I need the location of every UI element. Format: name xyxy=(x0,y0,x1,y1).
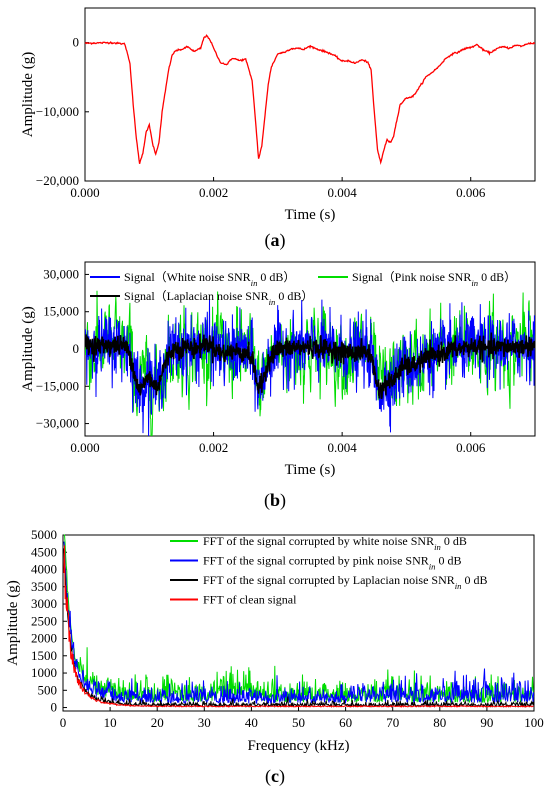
x-tick-label: 60 xyxy=(339,715,352,730)
legend-text-part: in xyxy=(434,542,441,552)
x-tick-label: 0.004 xyxy=(328,185,358,200)
y-tick-label: 500 xyxy=(38,682,58,697)
panel-label-b: (b) xyxy=(263,490,286,510)
y-tick-label: 4500 xyxy=(31,544,57,559)
x-tick-label: 0.000 xyxy=(70,440,99,455)
legend-text-part: in xyxy=(455,581,462,591)
y-axis-label-a: Amplitude (g) xyxy=(20,52,36,137)
x-tick-label: 0.002 xyxy=(199,440,228,455)
legend-entry-c: FFT of the signal corrupted by Laplacian… xyxy=(203,573,487,591)
y-tick-label: 2500 xyxy=(31,613,57,628)
y-tick-label: 0 xyxy=(73,341,80,356)
legend-text-part: FFT of clean signal xyxy=(203,593,297,607)
y-tick-label: 1000 xyxy=(31,665,57,680)
legend-text-part: 0 dB） xyxy=(257,270,295,284)
legend-text-part: 0 dB xyxy=(461,573,487,587)
legend-text-part: in xyxy=(429,562,436,572)
legend-text-part: 0 dB xyxy=(436,554,462,568)
panel-label-c: (c) xyxy=(265,766,285,786)
x-tick-label: 50 xyxy=(292,715,305,730)
legend-text-part: Signal（Laplacian noise SNR xyxy=(124,289,269,303)
legend-entry-c: FFT of the signal corrupted by white noi… xyxy=(203,534,467,552)
y-tick-label: 1500 xyxy=(31,648,57,663)
series-line-c-3 xyxy=(63,545,534,708)
x-axis-label-b: Time (s) xyxy=(285,462,336,478)
panel-label-a: (a) xyxy=(264,230,286,250)
legend-text-part: FFT of the signal corrupted by pink nois… xyxy=(203,554,429,568)
y-tick-label: 15,000 xyxy=(43,304,79,319)
y-tick-label: 2000 xyxy=(31,631,57,646)
x-tick-label: 30 xyxy=(198,715,211,730)
series-line-clean xyxy=(84,34,536,165)
legend-text-part: 0 dB） xyxy=(478,270,516,284)
series-line-b-2 xyxy=(85,332,535,400)
y-tick-label: 5000 xyxy=(31,527,57,542)
legend-entry-b: Signal（Pink noise SNRin 0 dB） xyxy=(352,270,516,288)
x-tick-label: 0.006 xyxy=(456,440,486,455)
x-tick-label: 40 xyxy=(245,715,258,730)
x-tick-label: 0 xyxy=(60,715,67,730)
y-axis-label-b: Amplitude (g) xyxy=(20,306,36,391)
x-axis-label-c: Frequency (kHz) xyxy=(247,738,349,754)
y-tick-label: −20,000 xyxy=(36,173,79,188)
legend-entry-c: FFT of clean signal xyxy=(203,593,297,607)
x-tick-label: 90 xyxy=(480,715,493,730)
y-tick-label: 3500 xyxy=(31,579,57,594)
x-tick-label: 70 xyxy=(386,715,399,730)
series-group-b xyxy=(85,290,535,436)
y-tick-label: 0 xyxy=(51,700,58,715)
legend-text-part: Signal（White noise SNR xyxy=(124,270,251,284)
legend-text-part: Signal（Pink noise SNR xyxy=(352,270,471,284)
y-tick-label: −10,000 xyxy=(36,104,79,119)
legend-text-part: in xyxy=(251,278,258,288)
series-line-c-1 xyxy=(63,541,535,706)
series-line-c-0 xyxy=(63,534,535,704)
x-tick-label: 0.000 xyxy=(70,185,99,200)
x-tick-label: 100 xyxy=(524,715,544,730)
y-tick-label: 4000 xyxy=(31,562,57,577)
legend-text-part: 0 dB xyxy=(441,534,467,548)
y-tick-label: 30,000 xyxy=(43,266,79,281)
x-tick-label: 0.002 xyxy=(199,185,228,200)
legend-entry-b: Signal（Laplacian noise SNRin 0 dB） xyxy=(124,289,313,307)
plot-frame-0 xyxy=(84,7,536,182)
legend-entry-b: Signal（White noise SNRin 0 dB） xyxy=(124,270,295,288)
y-axis-label-c: Amplitude (g) xyxy=(5,580,21,665)
legend-text-part: in xyxy=(269,297,276,307)
y-tick-label: 3000 xyxy=(31,596,57,611)
x-tick-label: 20 xyxy=(151,715,164,730)
x-axis-label-a: Time (s) xyxy=(285,207,336,223)
legend-text-part: 0 dB） xyxy=(275,289,313,303)
x-tick-label: 0.006 xyxy=(456,185,486,200)
x-tick-label: 10 xyxy=(104,715,117,730)
series-line-c-2 xyxy=(63,548,535,709)
y-tick-label: −30,000 xyxy=(36,416,79,431)
legend-entry-c: FFT of the signal corrupted by pink nois… xyxy=(203,554,462,572)
legend-text-part: in xyxy=(471,278,478,288)
y-tick-label: −15,000 xyxy=(36,378,79,393)
legend-text-part: FFT of the signal corrupted by white noi… xyxy=(203,534,434,548)
y-tick-label: 0 xyxy=(73,35,80,50)
x-tick-label: 0.004 xyxy=(328,440,358,455)
x-tick-label: 80 xyxy=(433,715,446,730)
legend-text-part: FFT of the signal corrupted by Laplacian… xyxy=(203,573,455,587)
